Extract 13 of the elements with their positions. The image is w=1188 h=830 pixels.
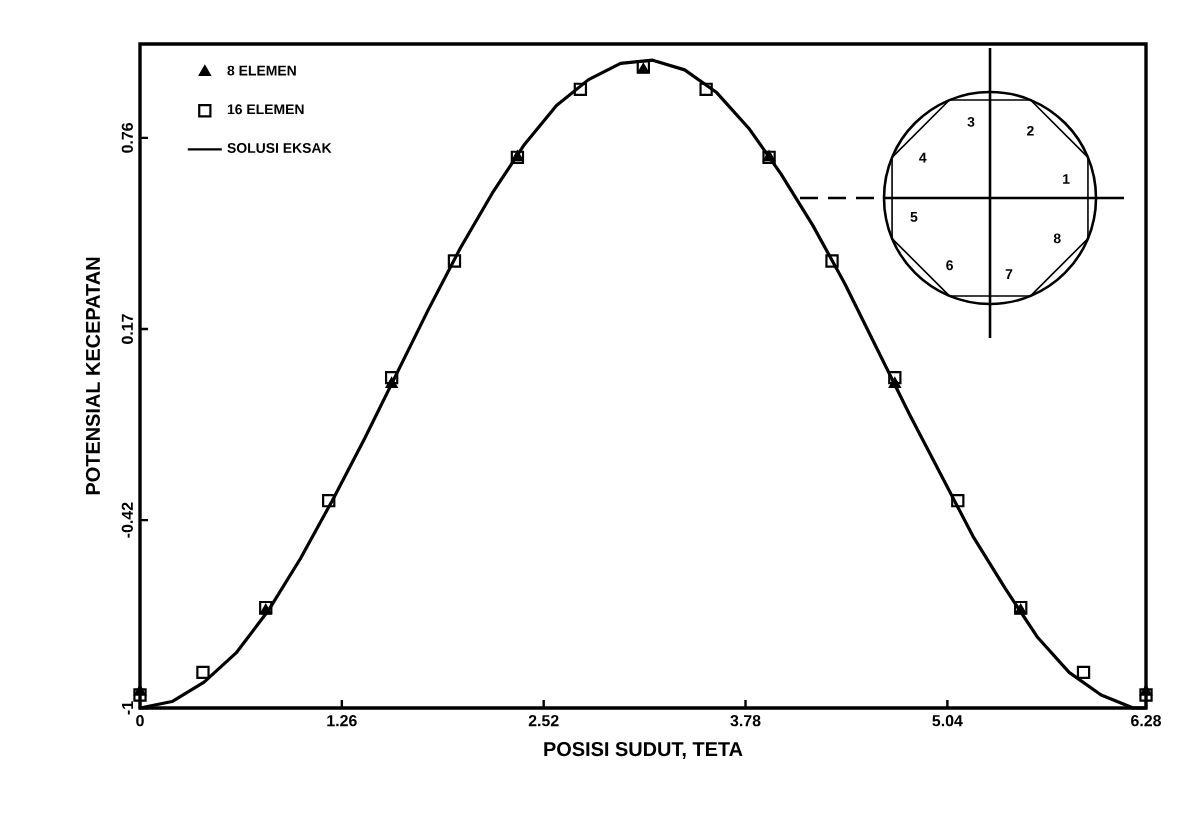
point xyxy=(384,370,399,385)
point xyxy=(196,665,210,680)
y-axis-title: POTENSIAL KECEPATAN xyxy=(85,257,100,495)
point xyxy=(573,82,588,97)
point xyxy=(1076,665,1091,680)
point xyxy=(133,688,147,702)
point xyxy=(447,254,462,268)
point xyxy=(888,370,902,385)
point xyxy=(825,254,839,268)
point xyxy=(699,82,713,97)
point xyxy=(322,494,336,508)
x-axis-title: POSISI SUDUT, TETA xyxy=(544,742,743,760)
point xyxy=(951,494,965,508)
